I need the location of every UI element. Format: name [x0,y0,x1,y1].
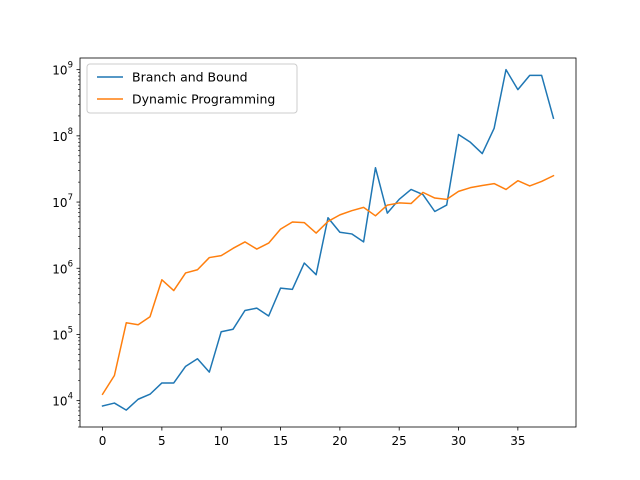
axes-frame [79,57,577,428]
y-tick-label: 105 [52,325,73,342]
x-tick-label: 15 [273,434,288,448]
x-tick-label: 20 [332,434,347,448]
legend-label-1: Dynamic Programming [132,92,275,107]
series-line-0 [101,68,555,411]
legend-box [86,63,298,114]
y-tick-label: 108 [52,127,73,144]
legend: Branch and Bound Dynamic Programming [86,63,298,114]
x-tick-label: 30 [451,434,466,448]
x-tick-label: 0 [99,434,107,448]
axes: 0 5 10 15 20 25 30 35 104 105 106 107 108 109 [52,57,577,448]
y-tick-label: 104 [52,392,73,409]
series-line-1 [101,174,555,396]
plot-area [101,68,555,411]
y-tick-label: 107 [52,193,73,210]
y-tick-label: 106 [52,259,73,276]
y-tick-label: 109 [52,61,73,78]
x-tick-label: 35 [510,434,525,448]
x-tick-label: 25 [392,434,407,448]
x-tick-label: 10 [214,434,229,448]
x-tick-label: 5 [158,434,166,448]
legend-label-0: Branch and Bound [132,70,248,85]
